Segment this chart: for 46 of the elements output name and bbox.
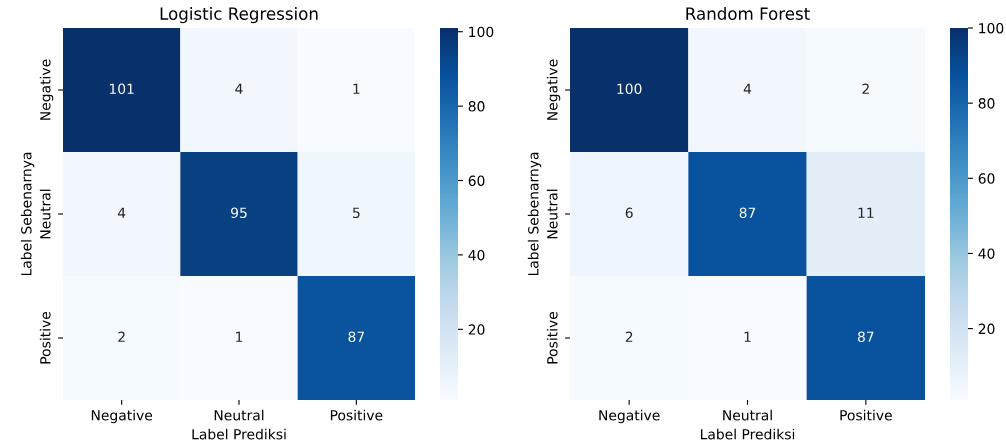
x-tick-label: Positive (330, 409, 383, 421)
x-axis-title: Label Prediksi (192, 428, 286, 440)
y-tick-label: Positive (546, 311, 558, 364)
y-axis-title: Label Sebenarnya (20, 152, 35, 276)
data-label: 4 (743, 83, 752, 94)
x-axis-title: Label Prediksi (700, 428, 795, 440)
y-tick-label: Negative (39, 59, 54, 120)
x-tick-label: Negative (91, 409, 153, 424)
y-tick-label: Neutral (546, 189, 558, 239)
color-bar-label: 60 (468, 175, 485, 186)
data-label: 95 (231, 207, 247, 219)
data-label: 2 (118, 331, 125, 342)
y-tick-label: Neutral (39, 189, 51, 239)
data-label: 1 (353, 83, 360, 94)
data-label: 11 (858, 207, 874, 218)
y-tick-label: Positive (39, 311, 51, 364)
color-bar-label: 20 (468, 324, 485, 335)
y-tick-label: Negative (546, 59, 561, 120)
data-label: 2 (625, 331, 633, 342)
data-label: 87 (739, 207, 756, 219)
data-label: 100 (617, 83, 642, 95)
color-bar-label: 60 (978, 173, 995, 184)
color-bar-label: 40 (978, 248, 995, 259)
x-tick-label: Positive (840, 409, 892, 421)
data-label: 4 (235, 83, 243, 94)
color-bar-label: 20 (978, 323, 995, 335)
x-tick-label: Neutral (723, 409, 772, 421)
data-label: 1 (744, 331, 751, 342)
color-bar-label: 40 (468, 249, 485, 261)
y-axis-title: Label Sebenarnya (527, 152, 542, 276)
data-label: 2 (862, 83, 869, 94)
color-bar-label: 80 (468, 101, 485, 112)
data-label: 87 (857, 331, 874, 343)
chart-title: Random Forest (686, 7, 810, 20)
data-label: 4 (117, 207, 126, 218)
color-bar-label: 100 (979, 22, 1004, 34)
color-bar-label: 80 (978, 98, 995, 109)
chart-title: Logistic Regression (160, 7, 318, 24)
data-label: 87 (348, 331, 364, 343)
color-bar-label: 100 (469, 26, 494, 38)
data-label: 6 (625, 207, 633, 219)
data-label: 5 (352, 207, 360, 219)
data-label: 1 (236, 331, 243, 342)
x-tick-label: Negative (599, 409, 660, 424)
data-label: 101 (109, 83, 134, 95)
x-tick-label: Neutral (214, 409, 264, 421)
